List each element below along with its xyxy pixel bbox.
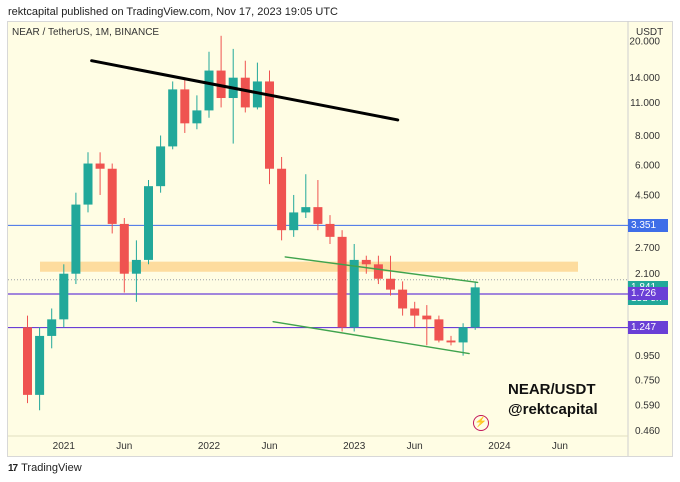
x-tick-label: 2023 — [343, 441, 366, 452]
candle-body — [470, 287, 480, 328]
x-tick-label: Jun — [407, 441, 423, 452]
symbol-legend[interactable]: NEAR / TetherUS, 1M, BINANCE — [12, 27, 160, 38]
y-tick-label: 14.000 — [629, 73, 660, 84]
candle-body — [35, 335, 45, 395]
candle-body — [119, 223, 129, 274]
candle-body — [95, 163, 105, 169]
candle-body — [398, 289, 408, 309]
y-tick-label: 6.000 — [635, 161, 660, 172]
lightning-icon[interactable]: ⚡ — [473, 415, 489, 431]
candle-body — [422, 315, 432, 320]
candle-body — [349, 259, 359, 328]
candle-body — [156, 146, 166, 187]
candle-body — [361, 259, 371, 265]
black-downtrend-trendline — [90, 59, 400, 122]
candle-body — [434, 319, 444, 341]
candle-body — [107, 168, 117, 224]
watermark: NEAR/USDT @rektcapital — [508, 380, 598, 420]
x-tick-label: Jun — [552, 441, 568, 452]
candle-body — [265, 81, 274, 169]
candle-body — [458, 327, 468, 343]
candle-body — [313, 207, 323, 224]
candle-body — [131, 259, 141, 274]
candle-body — [204, 70, 214, 111]
footer: 17 TradingView — [8, 462, 82, 474]
candle-body — [240, 77, 250, 108]
candle-body — [192, 110, 202, 124]
y-tick-label: 2.100 — [635, 269, 660, 280]
candle-body — [410, 308, 420, 316]
watermark-pair: NEAR/USDT — [508, 381, 596, 398]
candle-body — [386, 278, 395, 290]
candle-body — [83, 163, 93, 205]
footer-brand: TradingView — [21, 462, 82, 474]
candle-body — [277, 168, 287, 231]
candle-body — [23, 327, 32, 395]
candle-body — [446, 340, 456, 343]
y-tick-label: 0.950 — [635, 351, 660, 362]
candle-body — [168, 89, 178, 147]
price-tag: 3.351 — [628, 218, 668, 232]
candle-body — [252, 81, 262, 108]
y-tick-label: 2.700 — [635, 243, 660, 254]
y-tick-label: 20.000 — [629, 36, 660, 47]
candle-body — [325, 223, 335, 237]
price-tag: 1.726 — [628, 287, 668, 301]
y-tick-label: 0.460 — [635, 426, 660, 437]
x-tick-label: 2024 — [488, 441, 511, 452]
candle-body — [47, 319, 57, 336]
candle-body — [71, 204, 81, 274]
candle-body — [301, 207, 311, 213]
y-tick-label: 11.000 — [630, 98, 660, 109]
x-tick-label: Jun — [116, 441, 132, 452]
green-upper-trendline — [284, 256, 479, 284]
x-tick-label: 2021 — [53, 441, 76, 452]
y-tick-label: 0.590 — [635, 400, 660, 411]
tradingview-logo-icon: 17 — [8, 462, 18, 474]
green-lower-trendline — [272, 320, 470, 355]
y-tick-label: 0.750 — [635, 376, 660, 387]
x-tick-label: 2022 — [198, 441, 221, 452]
support-resistance-zone — [40, 261, 578, 272]
axis-unit[interactable]: USDT — [636, 27, 664, 38]
x-tick-label: Jun — [261, 441, 277, 452]
candle-body — [373, 264, 383, 279]
watermark-handle: @rektcapital — [508, 401, 598, 418]
candle-body — [144, 186, 153, 260]
candle-body — [59, 273, 69, 320]
candle-body — [289, 212, 299, 231]
price-tag: 1.247 — [628, 321, 668, 335]
y-tick-label: 8.000 — [635, 131, 660, 142]
candle-body — [337, 236, 347, 328]
candle-body — [180, 89, 190, 124]
y-tick-label: 4.500 — [635, 190, 660, 201]
publisher-line: rektcapital published on TradingView.com… — [8, 6, 338, 18]
